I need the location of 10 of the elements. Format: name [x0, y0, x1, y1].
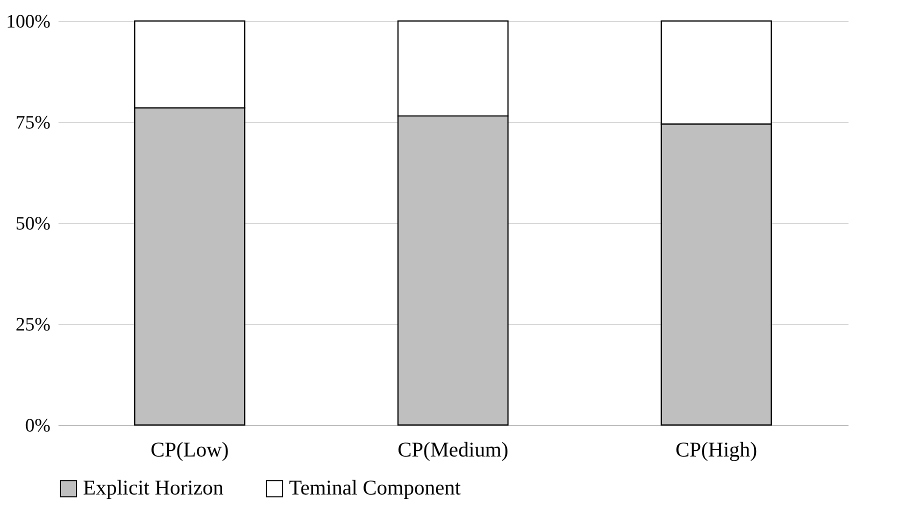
legend-label: Explicit Horizon [83, 476, 224, 500]
x-tick-label: CP(Low) [150, 438, 229, 462]
y-tick-label: 0% [25, 416, 51, 436]
x-tick-label: CP(Medium) [398, 438, 508, 462]
y-tick-label: 75% [16, 112, 51, 134]
legend-label: Teminal Component [289, 476, 461, 500]
y-tick-label: 25% [16, 314, 51, 336]
y-tick-label: 50% [16, 214, 51, 234]
y-tick-label: 100% [6, 12, 51, 32]
x-tick-label: CP(High) [675, 438, 758, 462]
